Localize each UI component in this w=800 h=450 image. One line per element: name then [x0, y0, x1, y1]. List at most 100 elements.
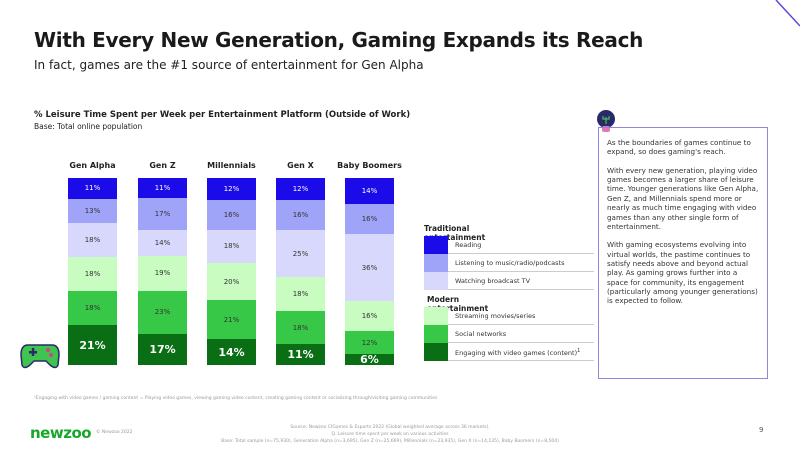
gamepad-icon — [20, 344, 60, 369]
data-label: 16% — [223, 211, 240, 219]
insight-paragraph: With gaming ecosystems evolving into vir… — [607, 240, 758, 306]
stacked-bar-chart: Gen Alpha 11% 13% 18% 18% 18% 21% Gen Z 11% 17% 14… — [0, 0, 420, 380]
data-label: 36% — [361, 263, 378, 272]
data-label: 23% — [154, 308, 171, 317]
legend-swatch — [424, 343, 448, 361]
category-label: Millennials — [207, 161, 256, 170]
copyright: © Newzoo 2022 — [96, 430, 133, 435]
chart-base: Base: Total online population — [34, 122, 143, 131]
data-label: 11% — [287, 348, 314, 362]
data-label: 19% — [154, 269, 171, 278]
data-label: 11% — [84, 184, 101, 193]
corner-decoration — [775, 0, 800, 27]
data-label: 12% — [223, 185, 240, 194]
bar-segment: 17% — [138, 198, 187, 230]
bar-segment: 18% — [68, 223, 117, 258]
bar-segment: 6% — [345, 352, 394, 366]
bar-segment: 18% — [68, 291, 117, 326]
legend-label: Streaming movies/series — [455, 312, 536, 320]
bar-segment: 18% — [68, 257, 117, 292]
page-subtitle: In fact, games are the #1 source of ente… — [34, 58, 424, 72]
source-line: Q. Leisure time spent per week on variou… — [331, 431, 449, 437]
data-label: 6% — [360, 352, 379, 366]
source-line: Source: Newzoo CIGames & Esports 2022 (G… — [290, 425, 490, 430]
bar-segment: 25% — [276, 230, 325, 278]
source-line: Base: Total sample (n=75,930), Generatio… — [221, 438, 559, 444]
data-label: 25% — [292, 249, 309, 258]
bar-segment: 19% — [138, 255, 187, 291]
legend-group-modern: Modern entertainment — [427, 295, 489, 313]
data-label: 17% — [154, 210, 171, 219]
legend-label: Social networks — [455, 330, 507, 338]
bar-segment: 18% — [276, 277, 325, 311]
bar-segment: 12% — [207, 178, 256, 201]
legend-group-traditional: Traditional entertainment — [424, 224, 486, 242]
page-number: 9 — [759, 426, 764, 434]
bar-segment: 36% — [345, 234, 394, 302]
data-label: 18% — [84, 270, 101, 279]
legend-swatch — [424, 325, 448, 343]
bar-segment: 21% — [68, 325, 117, 365]
bar-segment: 14% — [138, 229, 187, 256]
category-label: Baby Boomers — [337, 161, 402, 170]
data-label: 18% — [223, 242, 240, 251]
bar-segment: 16% — [276, 200, 325, 231]
data-label: 21% — [79, 338, 106, 352]
legend-label: Listening to music/radio/podcasts — [455, 259, 565, 267]
bar-segment: 14% — [207, 339, 256, 365]
bar-segment: 16% — [345, 204, 394, 235]
bar-segment: 23% — [138, 290, 187, 334]
insight-box: As the boundaries of games continue to e… — [598, 127, 768, 379]
data-label: 11% — [154, 184, 171, 193]
legend-label: Watching broadcast TV — [455, 277, 531, 285]
category-label: Gen Z — [149, 161, 176, 170]
data-label: 18% — [84, 236, 101, 245]
page-title: With Every New Generation, Gaming Expand… — [34, 28, 644, 52]
chart-title: % Leisure Time Spent per Week per Entert… — [34, 110, 411, 120]
bar-segment: 14% — [345, 178, 394, 205]
legend-swatch — [424, 236, 448, 254]
category-label: Gen Alpha — [69, 161, 116, 170]
data-label: 16% — [361, 215, 378, 224]
legend-label: Engaging with video games (content)1 — [455, 348, 581, 358]
bar-segment: 11% — [276, 344, 325, 365]
data-label: 20% — [223, 277, 240, 286]
data-label: 18% — [292, 323, 309, 332]
data-label: 14% — [154, 238, 171, 247]
lightbulb-icon — [597, 110, 615, 132]
bar-segment: 17% — [138, 333, 187, 365]
bar-segment: 11% — [138, 178, 187, 199]
data-label: 14% — [218, 345, 245, 359]
legend-item: Listening to music/radio/podcasts — [424, 254, 594, 272]
footnote: ¹Engaging with video games / gaming cont… — [34, 396, 438, 401]
data-label: 17% — [149, 342, 176, 356]
data-label: 16% — [292, 211, 309, 220]
data-label: 12% — [292, 185, 309, 194]
data-label: 13% — [84, 207, 101, 216]
bar-segment: 13% — [68, 198, 117, 224]
legend-swatch — [424, 307, 448, 325]
legend-swatch — [424, 254, 448, 272]
bar-segment: 16% — [207, 200, 256, 230]
newzoo-logo: newzoo — [30, 424, 92, 442]
data-label: 18% — [84, 304, 101, 313]
legend-item: Reading — [424, 236, 594, 254]
bar-segment: 21% — [207, 300, 256, 340]
legend-swatch — [424, 272, 448, 290]
insight-paragraph: With every new generation, playing video… — [607, 165, 759, 231]
category-label: Gen X — [287, 161, 314, 170]
bar-segment: 12% — [276, 178, 325, 201]
data-label: 14% — [361, 187, 378, 196]
legend-item: Streaming movies/series — [424, 307, 594, 325]
source-note: Source: Newzoo CIGames & Esports 2022 (G… — [200, 425, 580, 445]
legend-label: Reading — [455, 241, 482, 249]
legend-item: Social networks — [424, 325, 594, 343]
bar-segment: 11% — [68, 178, 117, 199]
data-label: 16% — [361, 312, 378, 321]
bar-segment: 20% — [207, 263, 256, 301]
bar-segment: 16% — [345, 301, 394, 332]
legend-item: Engaging with video games (content)1 — [424, 343, 594, 361]
bar-segment: 18% — [276, 310, 325, 345]
data-label: 18% — [292, 289, 309, 298]
insight-paragraph: As the boundaries of games continue to e… — [607, 138, 751, 157]
